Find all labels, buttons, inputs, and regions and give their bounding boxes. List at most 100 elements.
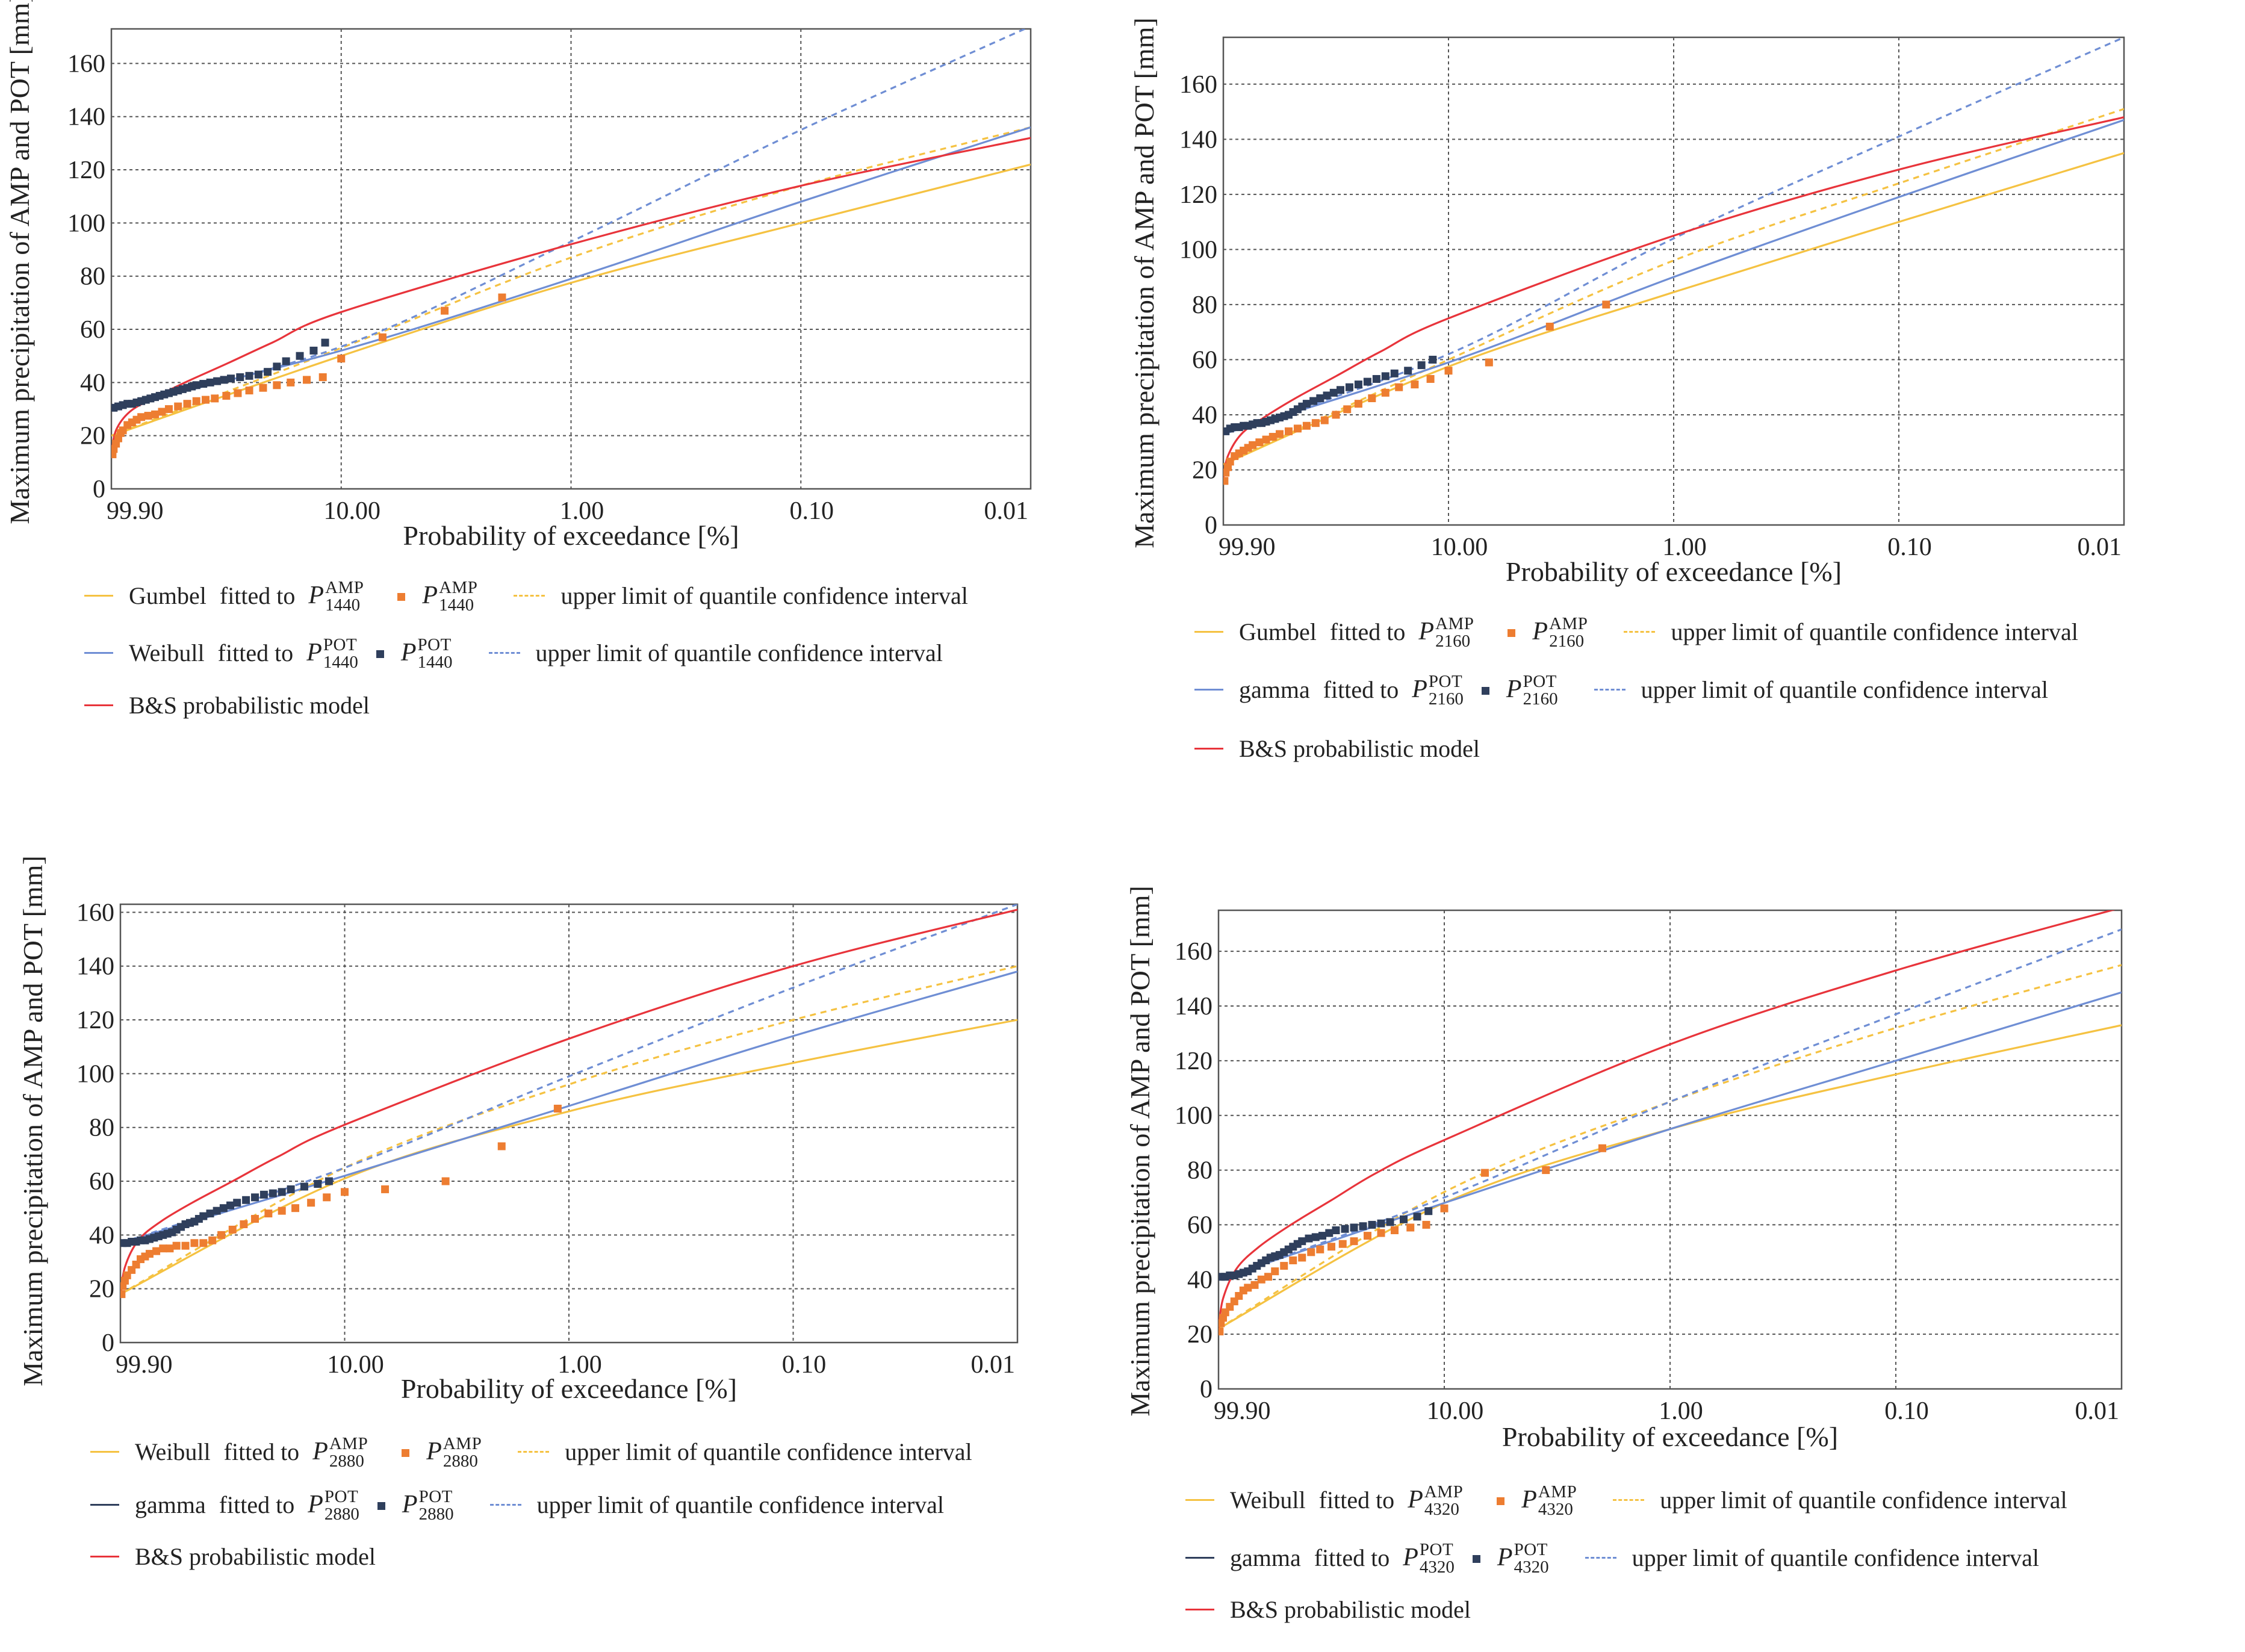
pot-point bbox=[287, 1185, 295, 1193]
y-tick-label: 80 bbox=[1187, 1157, 1213, 1185]
amp-point bbox=[199, 1239, 208, 1247]
y-tick-label: 0 bbox=[1205, 512, 1217, 539]
amp-point bbox=[1426, 374, 1435, 383]
legend-fit-line-pot bbox=[90, 1503, 119, 1506]
pot-point bbox=[1363, 377, 1371, 386]
amp-point bbox=[1411, 380, 1419, 389]
amp-point bbox=[164, 405, 173, 414]
amp-point bbox=[378, 333, 387, 341]
pot-point bbox=[1413, 1213, 1421, 1221]
x-tick-label: 1.00 bbox=[560, 497, 604, 525]
legend-p-symbol: P bbox=[308, 582, 324, 609]
pot-point bbox=[199, 380, 208, 388]
legend-p-symbol-2: P bbox=[422, 582, 438, 609]
y-tick-label: 100 bbox=[1175, 1102, 1213, 1130]
series-line bbox=[120, 908, 1017, 1297]
legend-fitted-to: fitted to bbox=[1323, 675, 1399, 703]
amp-point bbox=[1598, 1144, 1606, 1152]
legend-p-symbol-2: P bbox=[426, 1438, 442, 1465]
y-tick-label: 40 bbox=[89, 1222, 114, 1249]
amp-point bbox=[240, 1220, 248, 1228]
amp-point bbox=[1485, 358, 1493, 367]
legend-p-symbol: P bbox=[312, 1438, 328, 1465]
legend-fitted-to: fitted to bbox=[219, 1491, 295, 1518]
y-axis-label: Maximum precipitation of AMP and POT [mm… bbox=[17, 856, 48, 1386]
amp-point bbox=[159, 1244, 167, 1253]
legend-p-symbol-2: P bbox=[1497, 1544, 1513, 1571]
amp-point bbox=[211, 394, 219, 403]
amp-point bbox=[307, 1199, 315, 1207]
legend-row2: gamma fitted to P POT 2160 P POT 2160 uppe… bbox=[1194, 672, 2048, 709]
chart-panel-2880: 0 20 40 60 80 100 120 140 160 99.90 10.00 1.00 0.10 0… bbox=[0, 826, 1122, 1652]
legend-amp-marker bbox=[402, 1449, 410, 1457]
legend-sup-2: POT bbox=[418, 1487, 453, 1506]
amp-point bbox=[111, 445, 118, 453]
amp-point bbox=[217, 1231, 226, 1239]
legend-row1: Gumbel fitted to P AMP 1440 P AMP 1440 upp… bbox=[84, 578, 968, 614]
legend-p-symbol: P bbox=[306, 639, 322, 666]
legend-p-symbol: P bbox=[308, 1491, 323, 1518]
series-line bbox=[120, 970, 1017, 1244]
pot-point bbox=[192, 381, 200, 390]
legend-bs-line bbox=[1194, 748, 1223, 750]
legend-ci-dash-pot bbox=[488, 651, 520, 654]
legend-fit-line-pot bbox=[1185, 1556, 1214, 1559]
legend-sup-2: AMP bbox=[442, 1434, 482, 1453]
y-tick-label: 20 bbox=[1192, 456, 1217, 484]
legend-sub-2: 2880 bbox=[418, 1504, 454, 1524]
pot-point bbox=[1359, 1222, 1367, 1231]
legend-bs-label: B&S probabilistic model bbox=[1239, 735, 1480, 762]
amp-point bbox=[1377, 1229, 1385, 1237]
legend-sub: 2160 bbox=[1428, 689, 1464, 709]
pot-point bbox=[206, 1210, 214, 1218]
legend-sub-2: 2160 bbox=[1549, 632, 1585, 651]
legend-fit-name: Weibull bbox=[129, 639, 205, 666]
pot-point bbox=[273, 362, 281, 371]
legend-sup-2: AMP bbox=[439, 578, 478, 597]
amp-point bbox=[158, 408, 166, 416]
amp-point bbox=[234, 389, 242, 397]
amp-point bbox=[228, 1225, 237, 1234]
legend-ci-label: upper limit of quantile confidence inter… bbox=[1671, 618, 2078, 645]
pot-point bbox=[1417, 361, 1426, 370]
x-tick-label: 99.90 bbox=[107, 497, 164, 525]
amp-point bbox=[1406, 1223, 1415, 1232]
legend-sub-2: 1440 bbox=[417, 653, 453, 672]
legend-p-symbol-2: P bbox=[400, 639, 417, 666]
amp-point bbox=[1268, 433, 1277, 441]
pot-point bbox=[314, 1179, 322, 1188]
y-tick-label: 60 bbox=[1187, 1211, 1213, 1239]
amp-point bbox=[287, 378, 295, 387]
pot-point bbox=[254, 370, 262, 379]
legend-sub: 2880 bbox=[329, 1452, 364, 1471]
legend-sub-2: 4320 bbox=[1514, 1557, 1549, 1577]
amp-point bbox=[1368, 394, 1376, 402]
pot-point bbox=[1305, 1234, 1313, 1243]
legend-sup-2: AMP bbox=[1538, 1482, 1577, 1501]
y-tick-label: 140 bbox=[1175, 993, 1213, 1020]
y-tick-label: 60 bbox=[80, 316, 105, 344]
x-axis-label: Probability of exceedance [%] bbox=[403, 520, 739, 551]
x-tick-label: 0.10 bbox=[790, 497, 834, 525]
y-tick-label: 40 bbox=[80, 369, 105, 397]
legend-bs-line bbox=[84, 704, 113, 706]
plot-area bbox=[120, 904, 1017, 1299]
amp-point bbox=[1219, 1319, 1225, 1328]
pot-point bbox=[1386, 1218, 1394, 1226]
chart-panel-1440: 0 20 40 60 80 100 120 140 160 99.90 10.00 1.00 0.10 0… bbox=[0, 0, 1122, 826]
amp-point bbox=[245, 387, 253, 395]
x-tick-label: 0.10 bbox=[1887, 533, 1932, 561]
plot-frame bbox=[1217, 909, 2123, 1390]
amp-point bbox=[1223, 468, 1230, 477]
y-tick-label: 120 bbox=[76, 1007, 114, 1034]
legend-sub-2: 2160 bbox=[1523, 689, 1558, 709]
amp-point bbox=[441, 1177, 450, 1185]
legend-sup: AMP bbox=[1435, 614, 1474, 633]
legend-sup: AMP bbox=[329, 1434, 368, 1453]
pot-point bbox=[245, 371, 253, 380]
pot-point bbox=[1336, 386, 1344, 394]
legend-sub: 1440 bbox=[323, 653, 358, 672]
amp-point bbox=[498, 293, 506, 302]
plot-area bbox=[1219, 910, 2122, 1336]
amp-point bbox=[1307, 1248, 1315, 1256]
